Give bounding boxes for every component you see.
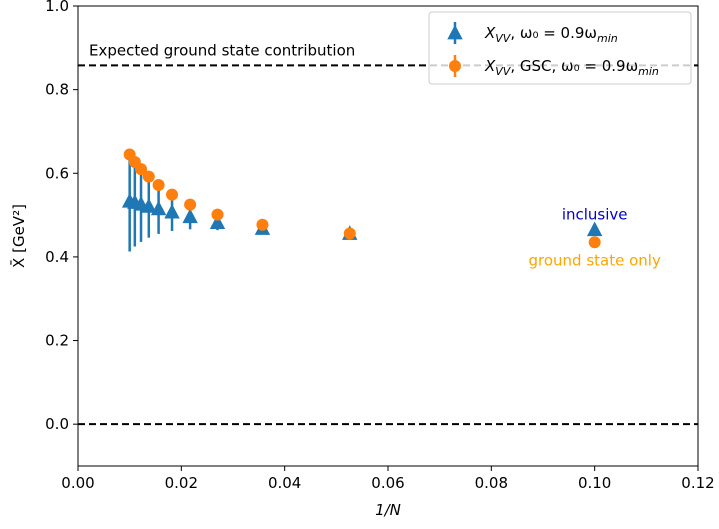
data-point-triangle bbox=[141, 198, 157, 213]
reference-lines bbox=[78, 64, 698, 426]
legend-marker-circle bbox=[449, 60, 461, 72]
data-series bbox=[121, 148, 603, 252]
y-axis-ticks: 0.0 0.2 0.4 0.6 0.8 1.0 bbox=[45, 0, 78, 433]
legend-label: XVV, GSC, ω₀ = 0.9ωmin bbox=[484, 57, 659, 78]
x-axis-ticks: 0.00 0.02 0.04 0.06 0.08 0.10 0.12 bbox=[61, 466, 715, 492]
y-axis-label: X̄ [GeV²] bbox=[9, 204, 28, 268]
legend-entry-1: XVV, GSC, ω₀ = 0.9ωmin bbox=[449, 55, 659, 78]
y-tick-label: 0.0 bbox=[45, 415, 69, 433]
data-point-triangle bbox=[209, 214, 226, 230]
annotation-inclusive: inclusive bbox=[562, 205, 628, 223]
data-point-circle bbox=[256, 218, 269, 231]
legend-label: XVV, ω₀ = 0.9ωmin bbox=[484, 24, 618, 45]
legend: XVV, ω₀ = 0.9ωmin XVV, GSC, ω₀ = 0.9ωmin bbox=[428, 11, 692, 85]
data-point-circle bbox=[166, 188, 179, 201]
data-point-circle bbox=[211, 208, 224, 221]
data-point-circle bbox=[588, 236, 601, 249]
x-tick-label: 0.02 bbox=[165, 474, 198, 492]
data-point-circle bbox=[184, 198, 197, 211]
x-tick-label: 0.12 bbox=[681, 474, 714, 492]
x-tick-label: 0.04 bbox=[268, 474, 301, 492]
x-axis-label: 1/N bbox=[375, 501, 401, 519]
annotation-ground-state-only: ground state only bbox=[528, 251, 660, 269]
y-tick-label: 0.6 bbox=[45, 164, 69, 182]
data-point-triangle bbox=[150, 200, 167, 216]
y-tick-label: 0.2 bbox=[45, 332, 69, 350]
legend-marker-triangle bbox=[447, 24, 463, 40]
x-tick-label: 0.08 bbox=[475, 474, 508, 492]
legend-box bbox=[428, 11, 692, 85]
legend-entry-0: XVV, ω₀ = 0.9ωmin bbox=[447, 22, 618, 45]
data-point-circle bbox=[343, 227, 356, 240]
data-point-circle bbox=[135, 163, 148, 176]
data-point-triangle bbox=[182, 208, 198, 224]
y-tick-label: 1.0 bbox=[45, 0, 69, 15]
x-tick-label: 0.00 bbox=[61, 474, 94, 492]
series-1 bbox=[123, 148, 601, 249]
data-point-triangle bbox=[164, 203, 180, 219]
x-tick-label: 0.10 bbox=[578, 474, 611, 492]
data-point-circle bbox=[152, 178, 165, 191]
expected-ground-state-label: Expected ground state contribution bbox=[89, 41, 355, 59]
x-tick-label: 0.06 bbox=[371, 474, 404, 492]
data-point-circle bbox=[142, 170, 155, 183]
y-tick-label: 0.4 bbox=[45, 248, 69, 266]
y-tick-label: 0.8 bbox=[45, 81, 69, 99]
data-point-triangle bbox=[586, 221, 603, 237]
